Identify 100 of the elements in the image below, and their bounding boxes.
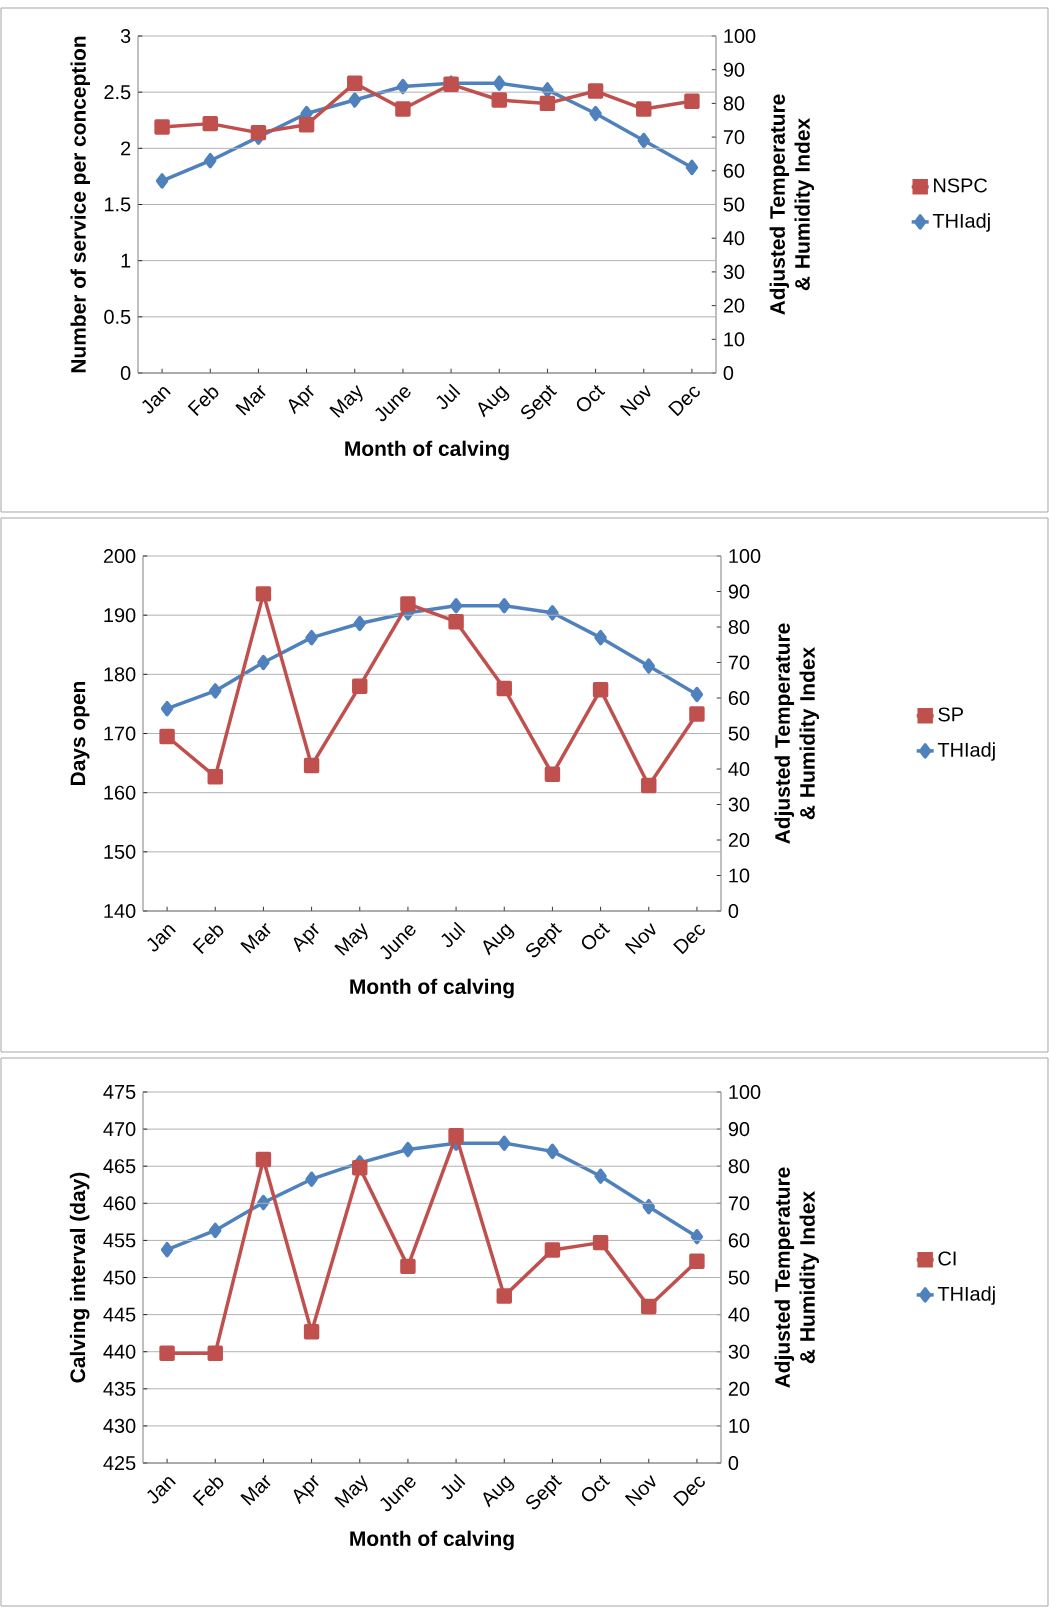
y2-tick-label: 100 (724, 28, 756, 44)
point (641, 777, 657, 794)
y-tick-label: 180 (104, 667, 136, 682)
x-tick-label: Jul (441, 1473, 466, 1500)
y-tick-label: 0 (120, 365, 131, 381)
legend-label: THIadj (937, 1286, 995, 1305)
y-tick-label: 200 (103, 548, 136, 564)
legend-label: THIadj (932, 213, 990, 232)
point (641, 1298, 657, 1315)
x-tick-label: Mar (240, 1475, 271, 1506)
x-tick-label: May (334, 1474, 368, 1508)
point (546, 1143, 559, 1160)
point (298, 117, 315, 133)
x-tick-label: Nov (619, 384, 651, 417)
legend-label: CI (938, 1251, 956, 1266)
y-tick-label: 1 (121, 253, 131, 268)
x-tick-label: Nov (624, 1474, 656, 1507)
y2-tick-label: 60 (728, 690, 750, 706)
y2-tick-label: 30 (723, 264, 745, 279)
point (209, 1222, 222, 1239)
x-tick-label: Jan (147, 1476, 176, 1504)
point (592, 1234, 609, 1251)
point (594, 629, 607, 646)
x-tick-label: Nov (624, 922, 656, 955)
x-axis-title: Month of calving (350, 978, 514, 999)
x-tick-label: Apr (293, 1475, 319, 1505)
x-tick-label: Jan (142, 386, 171, 414)
y2-axis-title: Adjusted Temperature & Humidity Index (769, 94, 814, 315)
point (395, 101, 411, 117)
point (209, 683, 222, 699)
point (690, 686, 704, 703)
x-tick-label: Aug (483, 923, 515, 956)
legend-label: SP (938, 707, 963, 722)
x-tick-label: Apr (293, 923, 319, 953)
x-tick-label: Feb (192, 1477, 224, 1507)
point (160, 700, 174, 717)
y-tick-label: 2.5 (104, 85, 131, 100)
point (352, 678, 368, 694)
point (689, 1253, 705, 1269)
y2-tick-label: 10 (729, 868, 750, 883)
y2-tick-label: 0 (723, 365, 734, 381)
y-tick-label: 465 (103, 1159, 136, 1174)
point (637, 132, 650, 149)
y2-tick-label: 90 (728, 584, 750, 599)
x-tick-label: Oct (581, 923, 611, 950)
y2-tick-label: 30 (728, 1344, 750, 1359)
y-axis-title: Calving interval (day) (69, 1172, 90, 1383)
point (493, 75, 506, 91)
point (257, 1194, 270, 1211)
y-tick-label: 450 (103, 1270, 136, 1285)
y2-tick-label: 100 (729, 1084, 761, 1100)
point (539, 95, 556, 112)
y-tick-label: 440 (103, 1344, 136, 1359)
point (544, 766, 561, 783)
y2-tick-label: 80 (723, 96, 745, 111)
point (498, 1135, 511, 1151)
x-tick-label: May (334, 922, 368, 956)
point (255, 1151, 272, 1168)
y-tick-label: 0.5 (104, 309, 131, 324)
y-tick-label: 2 (121, 141, 131, 156)
point (401, 1141, 415, 1158)
point (592, 682, 609, 698)
y2-tick-label: 20 (728, 1381, 750, 1396)
y2-tick-label: 40 (728, 761, 750, 777)
y-tick-label: 430 (103, 1418, 136, 1433)
y-tick-label: 435 (103, 1381, 136, 1396)
point (207, 768, 223, 785)
point (496, 680, 512, 697)
y-tick-label: 475 (103, 1085, 136, 1099)
x-tick-label: Dec (673, 1476, 705, 1507)
y-tick-label: 160 (104, 785, 136, 800)
y2-tick-label: 10 (724, 332, 745, 347)
y2-tick-label: 80 (728, 619, 750, 635)
y2-tick-label: 50 (723, 197, 745, 212)
x-tick-label: Jul (441, 921, 466, 948)
point (685, 159, 699, 176)
y2-tick-label: 0 (728, 903, 739, 919)
x-tick-label: Aug (483, 1475, 515, 1508)
y2-tick-label: 60 (728, 1233, 750, 1248)
x-tick-label: Apr (288, 385, 314, 415)
y-tick-label: 445 (103, 1307, 136, 1322)
point (207, 1345, 223, 1361)
point (587, 83, 604, 99)
y-tick-label: 455 (103, 1233, 136, 1248)
point (498, 597, 511, 614)
y-axis-title: Days open (70, 681, 90, 785)
point (589, 105, 602, 122)
point (400, 596, 416, 612)
point (159, 728, 175, 745)
y-tick-label: 150 (104, 844, 136, 859)
point (491, 92, 507, 108)
point (202, 115, 218, 132)
legend-label: NSPC (934, 178, 988, 193)
y-tick-label: 140 (104, 903, 136, 919)
point (396, 78, 410, 95)
y2-tick-label: 30 (728, 797, 750, 812)
point (684, 93, 700, 109)
y2-tick-label: 70 (728, 1196, 750, 1211)
y2-tick-label: 20 (723, 298, 745, 313)
point (255, 586, 272, 602)
